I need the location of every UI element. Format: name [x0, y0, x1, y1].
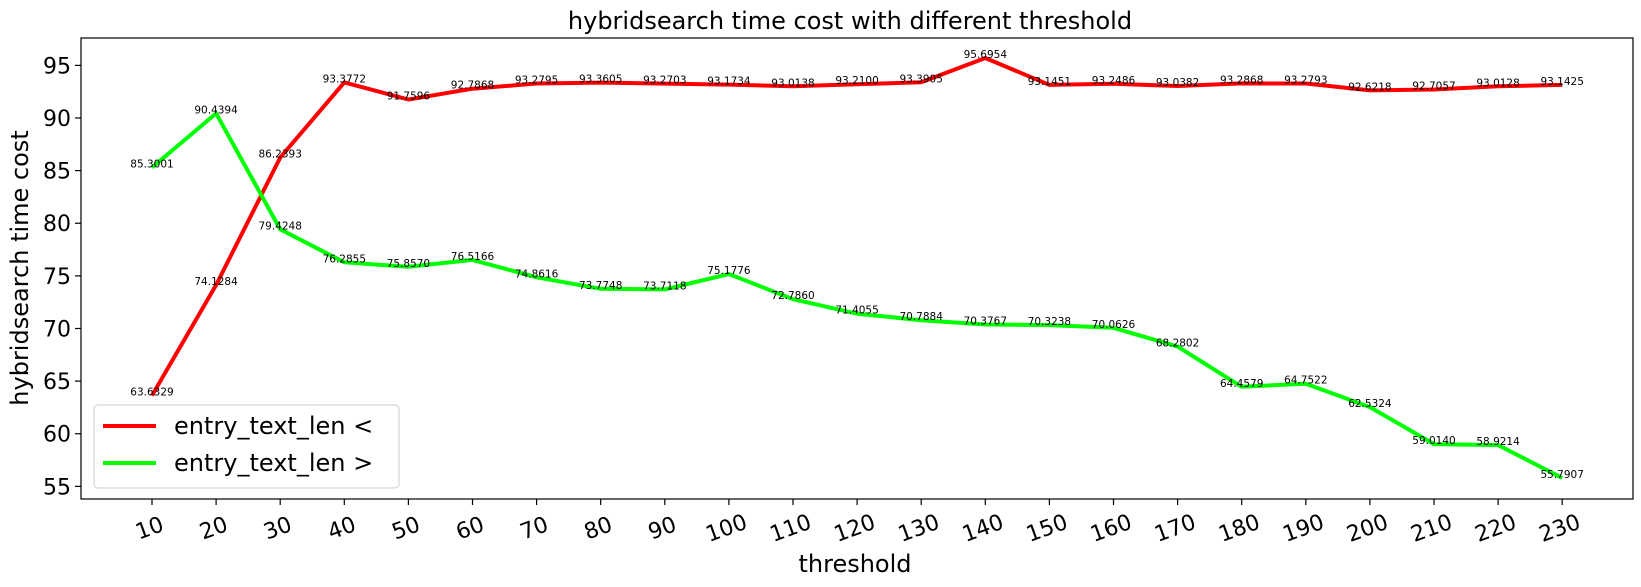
- data-label: 93.2100: [835, 75, 878, 87]
- data-label: 64.7522: [1284, 375, 1327, 387]
- data-label: 76.5166: [451, 251, 495, 263]
- x-tick-label: 190: [1280, 510, 1328, 548]
- data-label: 91.7596: [387, 90, 431, 102]
- y-tick-label: 80: [43, 212, 71, 237]
- data-label: 63.6329: [130, 387, 173, 399]
- data-label: 93.1425: [1540, 76, 1583, 88]
- x-tick-label: 150: [1023, 510, 1071, 548]
- data-label: 95.6954: [964, 49, 1008, 61]
- data-label: 93.2486: [1092, 75, 1136, 87]
- data-label: 93.2793: [1284, 74, 1327, 86]
- data-label: 93.2868: [1220, 74, 1263, 86]
- data-label: 85.3001: [130, 158, 173, 170]
- data-label: 93.2703: [643, 75, 686, 87]
- data-label: 93.1451: [1028, 76, 1071, 88]
- data-label: 93.0382: [1156, 77, 1199, 89]
- legend-label-series-1: entry_text_len <: [174, 412, 373, 440]
- data-label: 90.4394: [194, 104, 238, 116]
- y-axis: 55 60 65 70 75 80 85 90 95: [43, 54, 81, 500]
- data-label: 75.1776: [707, 265, 751, 277]
- x-tick-label: 170: [1151, 510, 1199, 548]
- x-tick-label: 70: [517, 512, 552, 545]
- data-label: 92.7057: [1412, 81, 1455, 93]
- y-tick-label: 60: [43, 423, 71, 448]
- x-tick-label: 100: [703, 510, 751, 548]
- y-axis-label: hybridsearch time cost: [6, 130, 34, 405]
- y-tick-label: 90: [43, 107, 71, 132]
- data-label: 75.8570: [387, 258, 430, 270]
- x-axis: 10 20 30 40 50 60 70 80 90 100 110 120 130 140 150 160 1…: [132, 499, 1584, 548]
- data-label: 64.4579: [1220, 378, 1263, 390]
- data-label: 93.2795: [515, 74, 558, 86]
- legend: entry_text_len < entry_text_len >: [93, 404, 400, 489]
- data-label: 71.4055: [835, 305, 878, 317]
- data-label: 72.7860: [771, 290, 814, 302]
- data-label: 93.0128: [1476, 77, 1519, 89]
- x-tick-label: 140: [959, 510, 1007, 548]
- data-label: 73.7748: [579, 280, 622, 292]
- data-label: 93.0138: [771, 77, 814, 89]
- y-tick-label: 65: [43, 370, 71, 395]
- data-label: 92.6218: [1348, 81, 1391, 93]
- chart-title: hybridsearch time cost with different th…: [568, 7, 1132, 35]
- legend-box: [93, 404, 400, 489]
- data-label: 70.7884: [899, 311, 943, 323]
- data-label: 93.1734: [707, 76, 751, 88]
- series-2-line: [150, 111, 1564, 480]
- data-label: 58.9214: [1476, 436, 1520, 448]
- x-tick-label: 230: [1536, 510, 1584, 548]
- x-tick-label: 60: [453, 512, 488, 545]
- x-tick-label: 220: [1472, 510, 1520, 548]
- x-tick-label: 80: [581, 512, 616, 545]
- data-label: 74.1284: [194, 276, 238, 288]
- data-label: 93.3605: [579, 74, 622, 86]
- data-label: 92.7868: [451, 80, 494, 92]
- x-axis-label: threshold: [798, 550, 911, 578]
- data-label: 70.3767: [964, 316, 1007, 328]
- y-tick-label: 85: [43, 160, 71, 185]
- x-tick-label: 10: [132, 512, 167, 545]
- legend-label-series-2: entry_text_len >: [174, 449, 373, 477]
- data-label: 79.4248: [258, 220, 301, 232]
- data-label: 86.2393: [258, 149, 301, 161]
- x-tick-label: 110: [767, 510, 815, 548]
- y-tick-label: 95: [43, 54, 71, 79]
- data-label: 70.3238: [1028, 316, 1071, 328]
- y-tick-label: 55: [43, 475, 71, 500]
- series-lines: [150, 56, 1564, 480]
- data-label: 93.3905: [899, 73, 942, 85]
- x-tick-label: 180: [1215, 510, 1263, 548]
- x-tick-label: 210: [1408, 510, 1456, 548]
- x-tick-label: 200: [1344, 510, 1392, 548]
- data-labels: 63.6329 74.1284 86.2393 93.3772 91.7596 92.78…: [130, 49, 1584, 481]
- x-tick-label: 90: [645, 512, 680, 545]
- data-label: 73.7118: [643, 280, 686, 292]
- y-tick-label: 75: [43, 265, 71, 290]
- x-tick-label: 40: [325, 512, 360, 545]
- x-tick-label: 30: [261, 512, 296, 545]
- x-tick-label: 120: [831, 510, 879, 548]
- data-label: 74.8616: [515, 268, 559, 280]
- data-label: 59.0140: [1412, 435, 1455, 447]
- data-label: 70.0626: [1092, 319, 1136, 331]
- x-tick-label: 50: [389, 512, 424, 545]
- x-tick-label: 130: [895, 510, 943, 548]
- series-1-line: [150, 56, 1563, 397]
- data-label: 62.5324: [1348, 398, 1392, 410]
- y-tick-label: 70: [43, 317, 71, 342]
- data-label: 76.2855: [323, 253, 366, 265]
- data-label: 93.3772: [323, 73, 366, 85]
- x-tick-label: 20: [196, 512, 231, 545]
- x-tick-label: 160: [1087, 510, 1135, 548]
- data-label: 68.2802: [1156, 338, 1199, 350]
- data-label: 55.7907: [1540, 469, 1583, 481]
